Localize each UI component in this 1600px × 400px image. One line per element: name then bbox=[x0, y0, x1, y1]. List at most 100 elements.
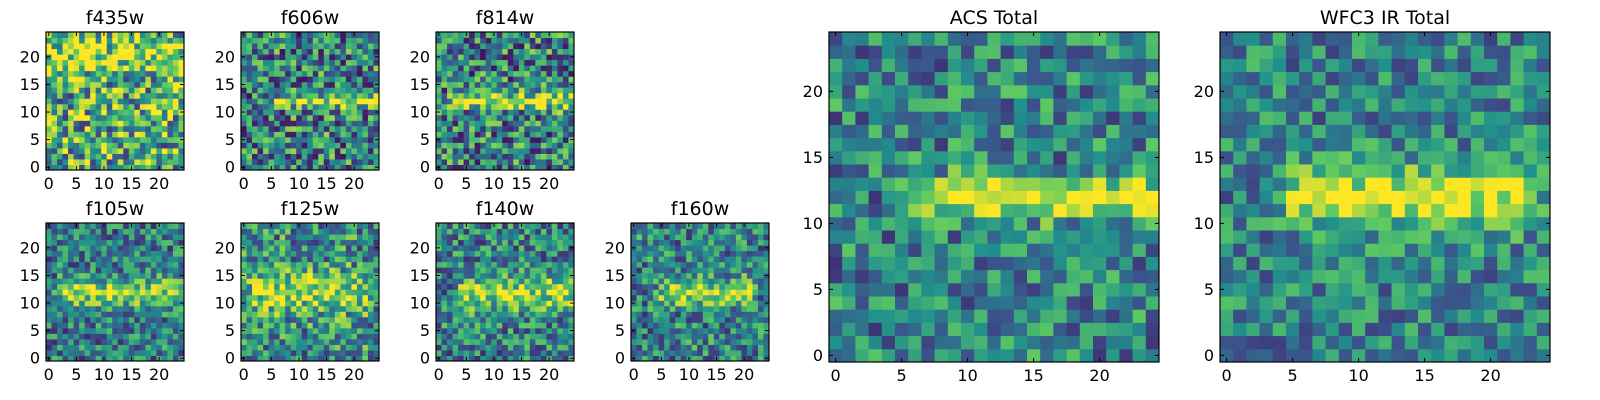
heatmap-cell bbox=[68, 43, 75, 50]
heatmap-cell bbox=[178, 87, 185, 94]
heatmap-cell bbox=[881, 190, 896, 205]
heatmap-cell bbox=[252, 103, 259, 110]
heatmap-cell bbox=[150, 59, 157, 66]
heatmap-cell bbox=[46, 48, 53, 55]
heatmap-cell bbox=[90, 59, 97, 66]
heatmap-cell bbox=[568, 131, 575, 138]
heatmap-cell bbox=[84, 256, 91, 263]
heatmap-cell bbox=[274, 136, 281, 143]
heatmap-cell bbox=[485, 81, 492, 88]
heatmap-cell bbox=[513, 278, 520, 285]
heatmap-cell bbox=[535, 48, 542, 55]
heatmap-cell bbox=[757, 283, 764, 290]
heatmap-cell bbox=[301, 147, 308, 154]
heatmap-cell bbox=[279, 109, 286, 116]
heatmap-cell bbox=[474, 294, 481, 301]
heatmap-cell bbox=[62, 261, 69, 268]
heatmap-cell bbox=[631, 283, 638, 290]
heatmap-cell bbox=[719, 355, 726, 362]
heatmap-cell bbox=[345, 272, 352, 279]
heatmap-cell bbox=[257, 223, 264, 230]
heatmap-cell bbox=[84, 142, 91, 149]
heatmap-cell bbox=[535, 278, 542, 285]
heatmap-cell bbox=[257, 131, 264, 138]
heatmap-cell bbox=[268, 333, 275, 340]
heatmap-cell bbox=[329, 300, 336, 307]
heatmap-cell bbox=[252, 120, 259, 127]
heatmap-cell bbox=[562, 250, 569, 257]
heatmap-cell bbox=[263, 81, 270, 88]
heatmap-cell bbox=[507, 125, 514, 132]
heatmap-cell bbox=[178, 43, 185, 50]
heatmap-cell bbox=[1132, 243, 1147, 257]
heatmap-cell bbox=[447, 70, 454, 77]
heatmap-cell bbox=[241, 48, 248, 55]
heatmap-cell bbox=[274, 234, 281, 241]
heatmap-cell bbox=[172, 43, 179, 50]
heatmap-cell bbox=[90, 245, 97, 252]
heatmap-cell bbox=[557, 234, 564, 241]
heatmap-cell bbox=[312, 305, 319, 312]
heatmap-cell bbox=[529, 92, 536, 99]
heatmap-cell bbox=[502, 239, 509, 246]
heatmap-cell bbox=[123, 327, 130, 334]
heatmap-cell bbox=[84, 87, 91, 94]
heatmap-cell bbox=[156, 261, 163, 268]
heatmap-cell bbox=[730, 267, 737, 274]
heatmap-cell bbox=[485, 316, 492, 323]
heatmap-cell bbox=[480, 158, 487, 165]
heatmap-cell bbox=[101, 327, 108, 334]
heatmap-cell bbox=[128, 234, 135, 241]
x-tick-label: 15 bbox=[706, 365, 726, 384]
heatmap-cell bbox=[161, 147, 168, 154]
heatmap-cell bbox=[145, 223, 152, 230]
heatmap-cell bbox=[546, 158, 553, 165]
heatmap-cell bbox=[373, 294, 380, 301]
heatmap-cell bbox=[463, 267, 470, 274]
heatmap-cell bbox=[57, 92, 64, 99]
heatmap-cell bbox=[139, 344, 146, 351]
heatmap-cell bbox=[367, 245, 374, 252]
heatmap-cell bbox=[362, 158, 369, 165]
heatmap-cell bbox=[463, 294, 470, 301]
heatmap-cell bbox=[329, 228, 336, 235]
heatmap-cell bbox=[101, 245, 108, 252]
heatmap-cell bbox=[691, 234, 698, 241]
heatmap-cell bbox=[263, 131, 270, 138]
heatmap-cell bbox=[128, 283, 135, 290]
heatmap-cell bbox=[257, 344, 264, 351]
heatmap-cell bbox=[62, 305, 69, 312]
heatmap-cell bbox=[474, 54, 481, 61]
heatmap-cell bbox=[855, 203, 870, 218]
heatmap-cell bbox=[51, 158, 58, 165]
heatmap-cell bbox=[139, 267, 146, 274]
heatmap-cell bbox=[675, 272, 682, 279]
heatmap-cell bbox=[746, 327, 753, 334]
heatmap-cell bbox=[529, 81, 536, 88]
heatmap-cell bbox=[351, 272, 358, 279]
heatmap-cell bbox=[290, 333, 297, 340]
heatmap-cell bbox=[664, 311, 671, 318]
heatmap-cell bbox=[535, 267, 542, 274]
heatmap-cell bbox=[686, 278, 693, 285]
heatmap-cell bbox=[868, 282, 883, 297]
heatmap-cell bbox=[518, 48, 525, 55]
heatmap-cell bbox=[123, 283, 130, 290]
heatmap-cell bbox=[340, 114, 347, 121]
heatmap-cell bbox=[106, 316, 113, 323]
heatmap-cell bbox=[502, 272, 509, 279]
heatmap-cell bbox=[458, 272, 465, 279]
heatmap-cell bbox=[1066, 243, 1081, 257]
heatmap-cell bbox=[172, 338, 179, 345]
heatmap-cell bbox=[112, 153, 119, 160]
heatmap-cell bbox=[529, 48, 536, 55]
heatmap-cell bbox=[367, 327, 374, 334]
heatmap-cell bbox=[373, 256, 380, 263]
heatmap-cell bbox=[145, 261, 152, 268]
heatmap-cell bbox=[307, 234, 314, 241]
heatmap-cell bbox=[551, 355, 558, 362]
heatmap-cell bbox=[557, 311, 564, 318]
heatmap-cell bbox=[178, 147, 185, 154]
heatmap-cell bbox=[268, 272, 275, 279]
heatmap-cell bbox=[323, 289, 330, 296]
